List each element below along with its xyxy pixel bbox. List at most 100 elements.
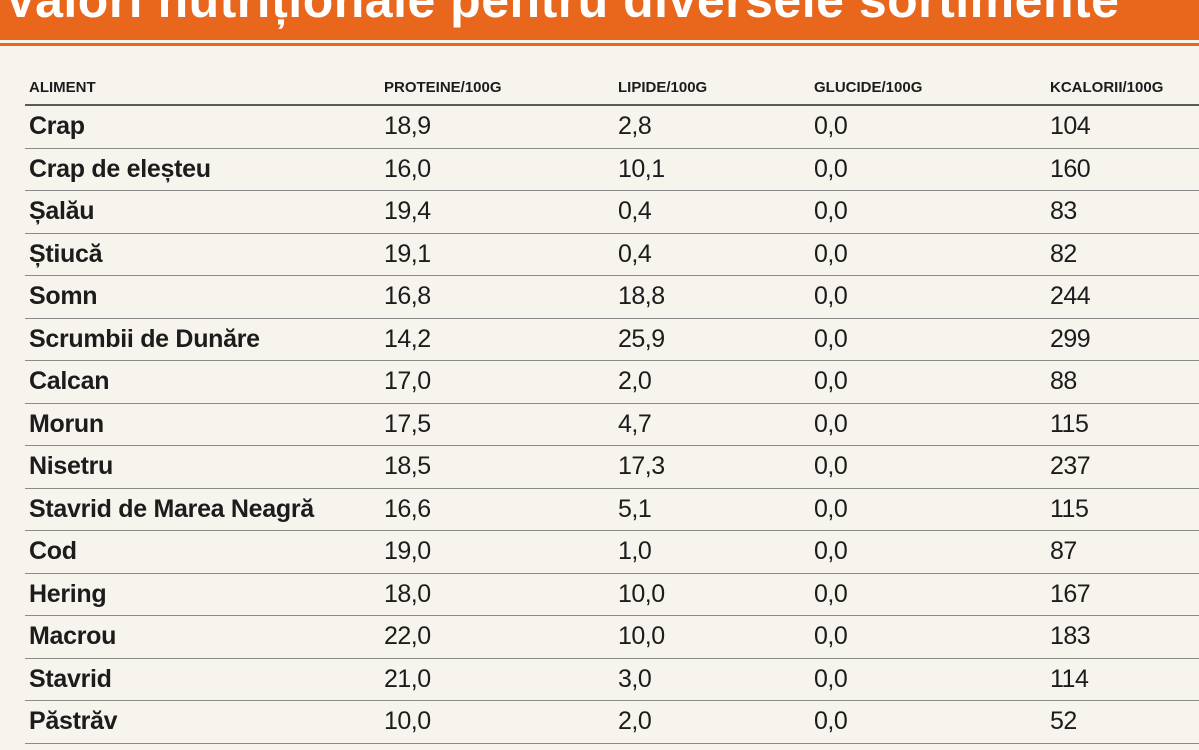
proteine-cell: 17,0 <box>380 360 614 404</box>
aliment-cell: Calcan <box>25 360 380 404</box>
lipide-cell: 10,0 <box>614 615 810 659</box>
kcalorii-cell: 299 <box>1046 318 1199 361</box>
aliment-cell: Crap <box>25 105 380 149</box>
glucide-cell: 0,0 <box>810 360 1046 404</box>
aliment-cell: Somn <box>25 275 380 319</box>
lipide-cell: 10,0 <box>614 573 810 616</box>
lipide-cell: 10,1 <box>614 148 810 191</box>
nutrition-table: ALIMENT PROTEINE/100G LIPIDE/100G GLUCID… <box>25 70 1199 744</box>
proteine-cell: 21,0 <box>380 658 614 701</box>
proteine-cell: 16,8 <box>380 275 614 319</box>
lipide-cell: 2,0 <box>614 700 810 744</box>
table-row: Păstrăv 10,0 2,0 0,0 52 <box>25 700 1199 744</box>
kcalorii-cell: 160 <box>1046 148 1199 191</box>
kcalorii-cell: 237 <box>1046 445 1199 489</box>
table-row: Macrou 22,0 10,0 0,0 183 <box>25 615 1199 659</box>
proteine-cell: 18,9 <box>380 105 614 149</box>
glucide-cell: 0,0 <box>810 148 1046 191</box>
lipide-cell: 25,9 <box>614 318 810 361</box>
table-row: Hering 18,0 10,0 0,0 167 <box>25 573 1199 616</box>
lipide-cell: 0,4 <box>614 190 810 234</box>
title-divider <box>0 40 1199 48</box>
column-header-glucide: GLUCIDE/100G <box>810 70 1046 106</box>
table-row: Șalău 19,4 0,4 0,0 83 <box>25 190 1199 234</box>
glucide-cell: 0,0 <box>810 105 1046 149</box>
aliment-cell: Nisetru <box>25 445 380 489</box>
lipide-cell: 2,0 <box>614 360 810 404</box>
aliment-cell: Cod <box>25 530 380 574</box>
proteine-cell: 16,6 <box>380 488 614 531</box>
kcalorii-cell: 82 <box>1046 233 1199 276</box>
glucide-cell: 0,0 <box>810 318 1046 361</box>
proteine-cell: 18,5 <box>380 445 614 489</box>
lipide-cell: 18,8 <box>614 275 810 319</box>
proteine-cell: 18,0 <box>380 573 614 616</box>
lipide-cell: 17,3 <box>614 445 810 489</box>
lipide-cell: 2,8 <box>614 105 810 149</box>
aliment-cell: Știucă <box>25 233 380 276</box>
table-row: Calcan 17,0 2,0 0,0 88 <box>25 360 1199 404</box>
table-body: Crap 18,9 2,8 0,0 104 Crap de eleșteu 16,0 10,1… <box>25 105 1199 744</box>
glucide-cell: 0,0 <box>810 233 1046 276</box>
column-header-aliment: ALIMENT <box>25 70 380 106</box>
lipide-cell: 1,0 <box>614 530 810 574</box>
kcalorii-cell: 87 <box>1046 530 1199 574</box>
aliment-cell: Crap de eleșteu <box>25 148 380 191</box>
column-header-lipide: LIPIDE/100G <box>614 70 810 106</box>
kcalorii-cell: 115 <box>1046 403 1199 446</box>
glucide-cell: 0,0 <box>810 573 1046 616</box>
table-row: Somn 16,8 18,8 0,0 244 <box>25 275 1199 319</box>
glucide-cell: 0,0 <box>810 488 1046 531</box>
proteine-cell: 14,2 <box>380 318 614 361</box>
kcalorii-cell: 183 <box>1046 615 1199 659</box>
proteine-cell: 19,4 <box>380 190 614 234</box>
glucide-cell: 0,0 <box>810 190 1046 234</box>
column-header-kcalorii: KCALORII/100G <box>1046 70 1199 106</box>
kcalorii-cell: 244 <box>1046 275 1199 319</box>
kcalorii-cell: 167 <box>1046 573 1199 616</box>
kcalorii-cell: 104 <box>1046 105 1199 149</box>
kcalorii-cell: 88 <box>1046 360 1199 404</box>
aliment-cell: Stavrid <box>25 658 380 701</box>
aliment-cell: Hering <box>25 573 380 616</box>
table-row: Morun 17,5 4,7 0,0 115 <box>25 403 1199 446</box>
table-row: Stavrid de Marea Neagră 16,6 5,1 0,0 115 <box>25 488 1199 531</box>
table-row: Crap de eleșteu 16,0 10,1 0,0 160 <box>25 148 1199 191</box>
proteine-cell: 19,1 <box>380 233 614 276</box>
glucide-cell: 0,0 <box>810 275 1046 319</box>
table-row: Știucă 19,1 0,4 0,0 82 <box>25 233 1199 276</box>
proteine-cell: 17,5 <box>380 403 614 446</box>
lipide-cell: 3,0 <box>614 658 810 701</box>
table-header: ALIMENT PROTEINE/100G LIPIDE/100G GLUCID… <box>25 70 1199 106</box>
glucide-cell: 0,0 <box>810 658 1046 701</box>
aliment-cell: Macrou <box>25 615 380 659</box>
glucide-cell: 0,0 <box>810 403 1046 446</box>
table-row: Stavrid 21,0 3,0 0,0 114 <box>25 658 1199 701</box>
header-row: ALIMENT PROTEINE/100G LIPIDE/100G GLUCID… <box>25 70 1199 106</box>
aliment-cell: Stavrid de Marea Neagră <box>25 488 380 531</box>
glucide-cell: 0,0 <box>810 615 1046 659</box>
table-row: Scrumbii de Dunăre 14,2 25,9 0,0 299 <box>25 318 1199 361</box>
proteine-cell: 16,0 <box>380 148 614 191</box>
aliment-cell: Scrumbii de Dunăre <box>25 318 380 361</box>
lipide-cell: 5,1 <box>614 488 810 531</box>
aliment-cell: Șalău <box>25 190 380 234</box>
proteine-cell: 19,0 <box>380 530 614 574</box>
aliment-cell: Morun <box>25 403 380 446</box>
glucide-cell: 0,0 <box>810 445 1046 489</box>
table-row: Cod 19,0 1,0 0,0 87 <box>25 530 1199 574</box>
kcalorii-cell: 83 <box>1046 190 1199 234</box>
kcalorii-cell: 114 <box>1046 658 1199 701</box>
page-title: Valori nutriționale pentru diversele sor… <box>4 0 1120 28</box>
table-row: Nisetru 18,5 17,3 0,0 237 <box>25 445 1199 489</box>
glucide-cell: 0,0 <box>810 700 1046 744</box>
column-header-proteine: PROTEINE/100G <box>380 70 614 106</box>
lipide-cell: 4,7 <box>614 403 810 446</box>
proteine-cell: 10,0 <box>380 700 614 744</box>
kcalorii-cell: 52 <box>1046 700 1199 744</box>
lipide-cell: 0,4 <box>614 233 810 276</box>
table-row: Crap 18,9 2,8 0,0 104 <box>25 105 1199 149</box>
title-banner: Valori nutriționale pentru diversele sor… <box>0 0 1199 40</box>
kcalorii-cell: 115 <box>1046 488 1199 531</box>
proteine-cell: 22,0 <box>380 615 614 659</box>
